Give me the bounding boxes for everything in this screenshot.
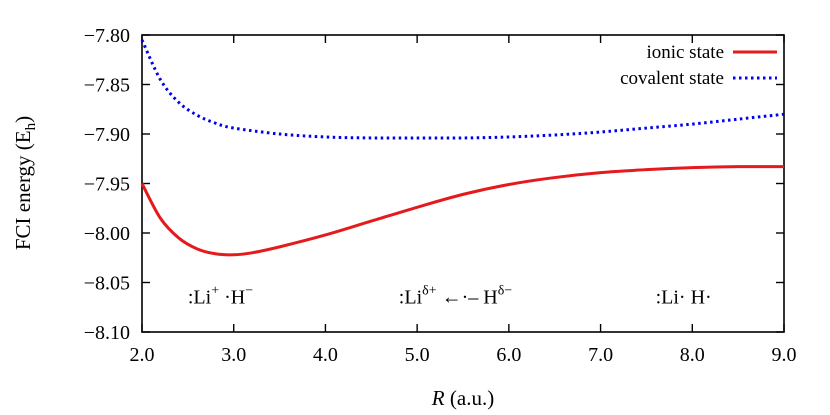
series-line-covalent (140, 39, 785, 140)
annotation-superscript: + (211, 283, 219, 298)
x-axis-label-rest: (a.u.) (445, 386, 495, 410)
y-tick-label: −8.05 (84, 273, 130, 295)
legend-label-ionic: ionic state (646, 42, 724, 63)
y-tick-label: −7.90 (84, 124, 130, 146)
x-axis-label-italic: R (431, 386, 445, 410)
annotation-partial-pair: :Liδ+ ←·– Hδ− (399, 283, 513, 308)
annotation-superscript: δ+ (422, 283, 437, 298)
annotation-superscript: − (245, 283, 253, 298)
annotation-ionic-pair: :Li+ ·H− (188, 283, 253, 308)
x-tick-label: 6.0 (496, 344, 521, 366)
annotation-superscript: δ− (498, 283, 513, 298)
y-tick-label: −7.80 (84, 25, 130, 47)
y-axis-label-main: FCI energy (E (11, 130, 35, 250)
x-tick-label: 7.0 (588, 344, 613, 366)
axis-ticks: 2.0 3.0 4.0 5.0 6.0 7.0 8.0 9.0 −7.80 −7.85 −7.90 −… (84, 25, 797, 366)
y-axis-label-close: ) (11, 116, 35, 123)
x-tick-label: 5.0 (405, 344, 430, 366)
annotation-neutral-pair: :Li· H· (656, 286, 712, 308)
x-tick-label: 9.0 (772, 344, 797, 366)
annotation-text: ·H (219, 286, 245, 308)
x-axis-label: R (a.u.) (431, 386, 494, 410)
x-tick-label: 2.0 (130, 344, 155, 366)
y-tick-label: −8.00 (84, 223, 130, 245)
annotation-text: ←·– H (437, 286, 498, 308)
x-tick-label: 8.0 (680, 344, 705, 366)
y-tick-label: −8.10 (84, 322, 130, 344)
y-tick-label: −7.85 (84, 75, 130, 97)
x-tick-label: 4.0 (313, 344, 338, 366)
x-tick-label: 3.0 (221, 344, 246, 366)
legend-label-covalent: covalent state (620, 68, 724, 89)
y-axis-label: FCI energy (Eh) (11, 116, 39, 250)
series-line-ionic (140, 165, 785, 257)
annotations: :Li+ ·H−:Liδ+ ←·– Hδ−:Li· H· (188, 283, 712, 308)
series-layer (140, 39, 785, 257)
annotation-text: :Li· H· (656, 286, 712, 308)
y-axis-label-sub: h (23, 122, 39, 130)
legend: ionic state covalent state (620, 42, 777, 89)
annotation-text: :Li (399, 286, 423, 308)
y-tick-label: −7.95 (84, 174, 130, 196)
annotation-text: :Li (188, 286, 212, 308)
